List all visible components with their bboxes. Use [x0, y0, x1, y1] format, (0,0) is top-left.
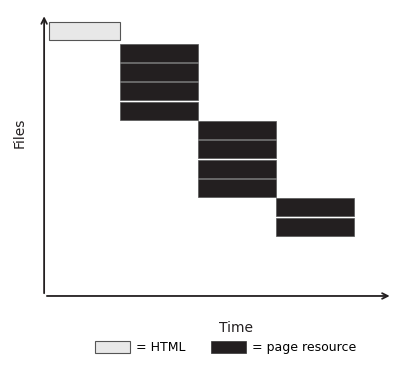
Bar	[120, 82, 198, 100]
Text: Time: Time	[219, 321, 253, 335]
Bar	[49, 22, 120, 40]
Bar	[276, 218, 354, 236]
Bar	[198, 179, 276, 197]
Bar	[120, 44, 198, 62]
Bar	[198, 160, 276, 178]
Bar	[276, 198, 354, 216]
Text: Files: Files	[13, 117, 27, 148]
Bar	[198, 140, 276, 158]
Bar	[120, 102, 198, 120]
Legend: = HTML, = page resource: = HTML, = page resource	[90, 336, 361, 359]
Bar	[198, 121, 276, 139]
Bar	[120, 63, 198, 81]
